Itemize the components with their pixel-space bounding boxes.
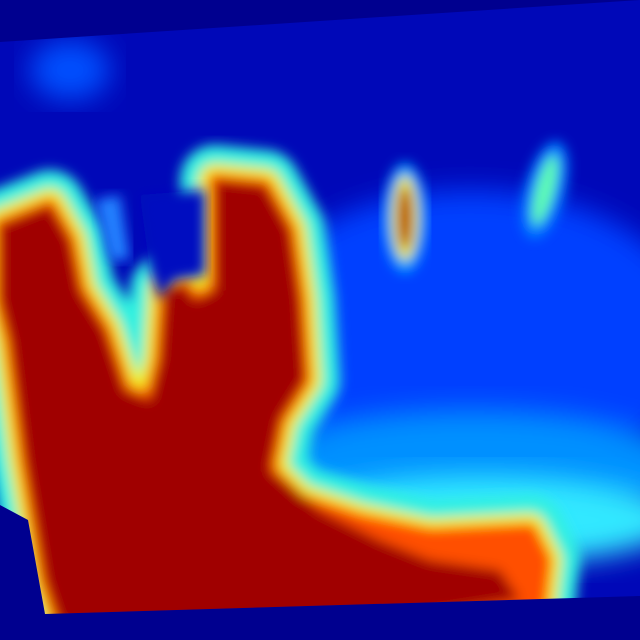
spot-right (521, 141, 569, 239)
spot-center (383, 163, 427, 273)
spot-center-core (398, 186, 412, 250)
finger-gap-left (95, 195, 130, 260)
glow-corner (30, 40, 110, 100)
hand-core (0, 180, 520, 614)
finger-gap (140, 190, 205, 300)
spot-right-core (532, 155, 558, 225)
hand (0, 145, 580, 614)
glow-blue (240, 190, 640, 490)
